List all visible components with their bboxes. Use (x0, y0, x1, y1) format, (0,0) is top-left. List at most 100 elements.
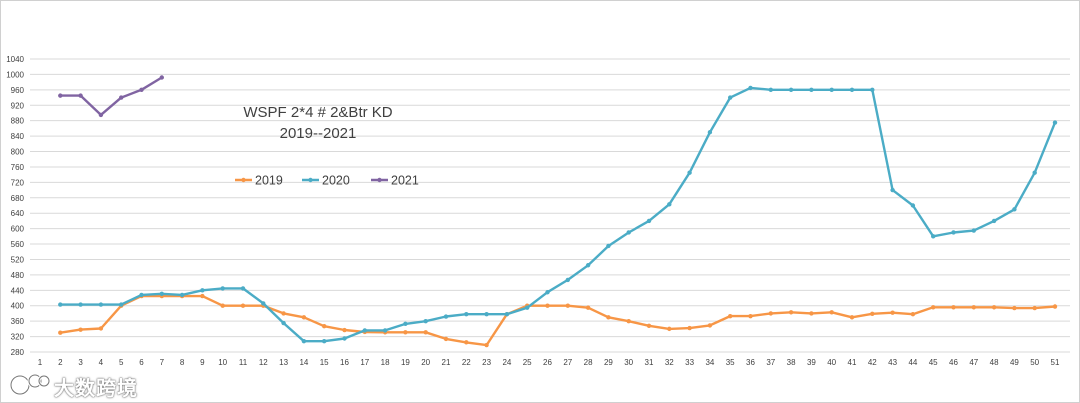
data-point (728, 313, 733, 319)
x-tick-label: 43 (888, 358, 897, 367)
y-tick-label: 320 (11, 333, 25, 342)
data-point (707, 323, 713, 328)
data-point (991, 218, 997, 224)
data-point (565, 303, 570, 308)
x-tick-label: 32 (665, 358, 674, 367)
data-point (809, 311, 814, 316)
x-tick-label: 7 (160, 358, 165, 367)
x-tick-label: 26 (543, 358, 552, 367)
x-tick-label: 50 (1030, 358, 1039, 367)
x-tick-label: 1 (38, 358, 43, 367)
x-tick-label: 31 (645, 358, 654, 367)
data-point (443, 314, 449, 319)
data-point (403, 321, 408, 327)
x-tick-label: 42 (868, 358, 877, 367)
x-tick-label: 30 (624, 358, 633, 367)
y-tick-label: 560 (11, 240, 25, 249)
data-point (98, 112, 104, 118)
y-tick-label: 640 (11, 209, 25, 218)
data-point (301, 315, 307, 320)
x-tick-label: 36 (746, 358, 755, 367)
y-tick-label: 360 (11, 317, 25, 326)
data-point (890, 310, 895, 315)
x-tick-label: 46 (949, 358, 958, 367)
gridlines (30, 58, 1070, 353)
data-point (667, 326, 672, 332)
y-tick-label: 760 (11, 163, 25, 172)
data-point (809, 87, 814, 93)
y-tick-label: 720 (11, 178, 25, 187)
y-tick-label: 1040 (6, 55, 24, 64)
data-point (646, 218, 652, 224)
data-point (545, 303, 550, 308)
x-tick-label: 27 (563, 358, 572, 367)
data-point (464, 340, 469, 345)
x-axis-ticks: 1 2 3 4 5 6 7 8 9 10 11 12 13 14 15 16 17 18 19 20 21 22 23 24 2… (38, 358, 1060, 367)
data-point (484, 342, 489, 348)
data-point (1012, 305, 1017, 311)
legend-item-2021: 2021 (371, 174, 419, 188)
data-point (788, 87, 794, 93)
y-tick-label: 960 (11, 86, 25, 95)
data-point (626, 318, 631, 324)
data-point (829, 87, 834, 93)
data-point (443, 336, 449, 342)
data-point (322, 323, 327, 329)
y-tick-label: 520 (11, 255, 25, 264)
legend-marker (241, 177, 246, 183)
data-point (240, 303, 246, 308)
x-tick-label: 40 (827, 358, 836, 367)
x-tick-label: 18 (381, 358, 390, 367)
series-group (58, 75, 1058, 348)
data-point (220, 286, 225, 291)
data-point (585, 263, 591, 268)
data-point (748, 313, 753, 319)
data-point (139, 87, 144, 93)
data-point (98, 326, 104, 331)
y-axis-ticks: 280 320 360 400 440 480 520 560 600 640 680 720 760 8… (6, 55, 24, 357)
data-point (951, 305, 956, 310)
x-tick-label: 22 (462, 358, 471, 367)
x-tick-label: 49 (1010, 358, 1019, 367)
chart-title-line-1: WSPF 2*4 # 2&Btr KD (243, 104, 392, 121)
data-point (687, 170, 692, 175)
x-tick-label: 10 (218, 358, 227, 367)
data-point (159, 75, 164, 80)
x-tick-label: 14 (299, 358, 308, 367)
chat-bubble-icon (9, 373, 51, 396)
data-point (58, 93, 63, 98)
data-point (687, 325, 692, 331)
data-point (667, 202, 672, 207)
legend-item-2020: 2020 (302, 174, 350, 188)
data-point (849, 87, 855, 93)
chart-title-line-2: 2019--2021 (280, 125, 357, 142)
data-point (98, 302, 104, 307)
x-tick-label: 4 (99, 358, 104, 367)
data-point (159, 291, 164, 296)
data-point (58, 330, 63, 335)
data-point (281, 311, 286, 316)
x-tick-label: 13 (279, 358, 288, 367)
data-point (78, 327, 83, 332)
y-tick-label: 680 (11, 194, 25, 203)
data-point (1032, 170, 1037, 175)
data-point (220, 303, 225, 308)
data-point (200, 293, 205, 299)
y-tick-label: 280 (11, 348, 25, 357)
data-point (200, 288, 205, 293)
y-tick-label: 480 (11, 271, 25, 280)
x-tick-label: 38 (787, 358, 796, 367)
data-point (768, 311, 773, 316)
data-point (119, 302, 124, 307)
y-tick-label: 600 (11, 225, 25, 234)
data-point (342, 336, 347, 341)
data-point (525, 305, 530, 310)
data-point (728, 95, 733, 100)
data-point (931, 305, 936, 310)
data-point (504, 312, 510, 317)
data-point (788, 310, 794, 315)
data-point (484, 312, 489, 317)
data-point (1012, 207, 1017, 212)
